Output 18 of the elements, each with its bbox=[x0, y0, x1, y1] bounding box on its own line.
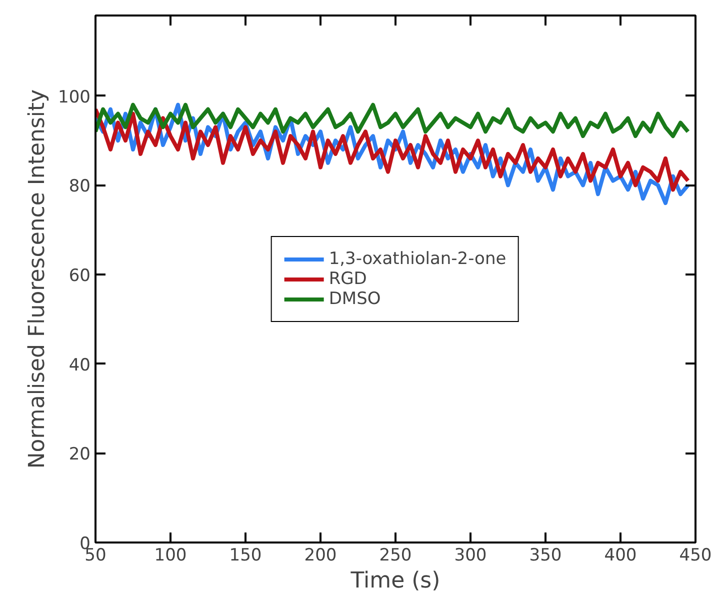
x-tick-label: 300 bbox=[454, 546, 487, 566]
y-tick-label: 80 bbox=[68, 176, 91, 197]
x-tick-label: 150 bbox=[229, 546, 262, 566]
x-tick-label: 200 bbox=[304, 546, 337, 566]
legend-label: RGD bbox=[328, 268, 367, 288]
y-tick-label: 60 bbox=[68, 266, 91, 286]
legend-label: DMSO bbox=[328, 288, 381, 308]
x-axis-title: Time (s) bbox=[350, 568, 440, 594]
x-tick-label: 400 bbox=[604, 546, 637, 566]
x-tick-label: 250 bbox=[379, 546, 412, 566]
y-tick-label: 40 bbox=[68, 355, 91, 376]
legend-label: 1,3-oxathiolan-2-one bbox=[328, 248, 506, 268]
x-tick-label: 350 bbox=[529, 546, 562, 566]
y-axis-title: Normalised Fluorescence Intensity bbox=[25, 89, 50, 469]
x-tick-label: 100 bbox=[154, 546, 187, 566]
y-tick-label: 100 bbox=[58, 87, 91, 108]
y-tick-label: 20 bbox=[68, 444, 91, 465]
x-tick-label: 450 bbox=[679, 546, 712, 566]
